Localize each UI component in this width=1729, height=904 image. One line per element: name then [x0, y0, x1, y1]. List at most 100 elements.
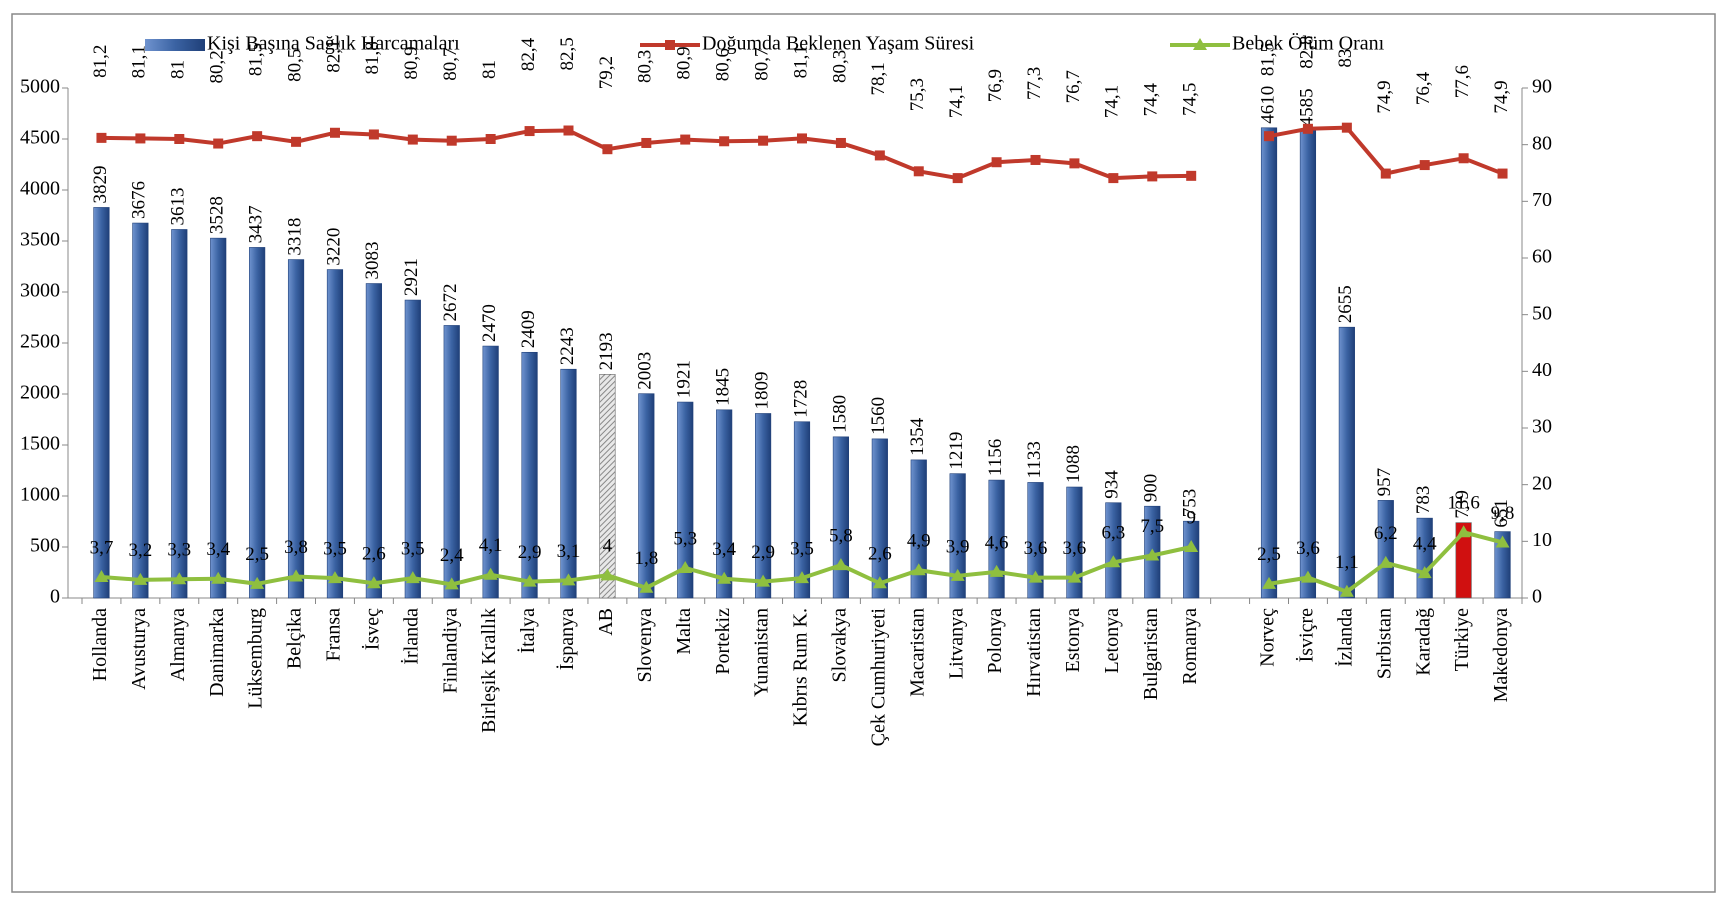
line-value-label: 6,2 — [1374, 523, 1398, 544]
bar-value-label: 739 — [1452, 490, 1473, 519]
line-value-label: 9 — [1186, 507, 1196, 528]
x-tick-label: AB — [595, 608, 617, 636]
line-value-label: 74,1 — [1102, 85, 1123, 118]
marker — [291, 136, 302, 147]
marker — [641, 137, 652, 148]
marker — [1264, 131, 1275, 142]
line-value-label: 80,3 — [829, 50, 850, 83]
bar — [1183, 520, 1200, 599]
y-tick-label: 4000 — [20, 178, 60, 200]
bar-value-label: 2921 — [401, 258, 422, 296]
marker — [795, 571, 809, 584]
x-tick-label: Türkiye — [1451, 608, 1473, 671]
line-value-label: 76,4 — [1413, 71, 1434, 105]
line-value-label: 1,8 — [634, 548, 658, 569]
bar — [1260, 127, 1278, 599]
marker — [1341, 122, 1352, 133]
line-value-label: 3,6 — [1024, 538, 1048, 559]
marker — [719, 136, 730, 147]
line-value-label: 6,3 — [1101, 523, 1125, 544]
line-value-label: 7,5 — [1140, 516, 1164, 537]
bar — [326, 269, 344, 599]
x-tick-label: Romanya — [1179, 608, 1201, 685]
marker — [172, 572, 187, 585]
bar-value-label: 3613 — [168, 187, 189, 225]
marker — [1067, 570, 1082, 583]
bar — [1027, 482, 1044, 599]
line-value-label: 2,6 — [868, 544, 892, 565]
y2-tick-label: 90 — [1532, 76, 1552, 98]
marker — [407, 134, 418, 145]
bar-value-label: 651 — [1491, 499, 1512, 528]
bar-value-label: 2409 — [518, 310, 539, 348]
marker — [1458, 153, 1469, 164]
line-value-label: 77,6 — [1452, 65, 1473, 98]
marker — [913, 166, 924, 177]
marker — [991, 157, 1002, 168]
marker — [678, 560, 693, 573]
bar — [599, 374, 616, 599]
marker — [211, 571, 226, 584]
x-tick-label: İtalya — [516, 608, 539, 654]
bar-value-label: 1133 — [1024, 441, 1045, 478]
line-value-label: 83 — [1335, 49, 1356, 68]
line-value-label: 80,7 — [440, 47, 461, 80]
line-value-label: 3,6 — [1296, 538, 1320, 559]
line-value-label: 74,9 — [1491, 80, 1512, 113]
y-tick-label: 5000 — [20, 76, 60, 98]
y-tick-label: 1000 — [20, 484, 60, 506]
marker — [1106, 555, 1121, 568]
y2-tick-label: 0 — [1532, 586, 1542, 608]
bar — [93, 207, 110, 599]
x-tick-label: Hollanda — [89, 608, 111, 681]
line-value-label: 2,9 — [751, 542, 775, 563]
line-value-label: 82,8 — [1296, 36, 1317, 69]
bar-value-label: 3220 — [323, 228, 344, 266]
line-value-label: 82,1 — [323, 40, 344, 73]
bar-value-label: 4610 — [1257, 86, 1278, 124]
x-tick-label: Yunanistan — [751, 608, 773, 697]
x-tick-label: İsveç — [360, 608, 383, 650]
marker — [680, 134, 691, 145]
marker — [96, 132, 107, 143]
marker — [1108, 173, 1119, 184]
marker — [1147, 171, 1158, 182]
bar — [832, 436, 850, 599]
marker — [289, 569, 304, 582]
bar-value-label: 3083 — [362, 242, 383, 280]
marker — [250, 576, 265, 589]
marker — [366, 576, 381, 589]
bar-value-label: 2672 — [440, 283, 461, 321]
x-tick-label: Birleşik Krallık — [478, 608, 500, 733]
y-tick-label: 4500 — [20, 127, 60, 149]
bar-value-label: 957 — [1374, 468, 1395, 497]
line-value-label: 3,6 — [1063, 538, 1087, 559]
bar — [287, 259, 305, 599]
marker — [1030, 154, 1041, 165]
line-value-label: 4,9 — [907, 531, 931, 552]
marker — [1380, 168, 1391, 179]
marker — [1184, 540, 1199, 552]
line-value-label: 76,7 — [1063, 70, 1084, 103]
marker — [1339, 584, 1354, 597]
bar — [521, 351, 538, 599]
marker — [405, 571, 420, 584]
line-value-label: 81,2 — [90, 45, 111, 78]
x-tick-label: Karadağ — [1412, 608, 1434, 676]
x-tick-label: Makedonya — [1490, 608, 1512, 703]
x-tick-label: Estonya — [1062, 608, 1084, 673]
line-value-label: 3,5 — [790, 539, 814, 560]
marker — [835, 137, 846, 148]
marker — [368, 129, 379, 140]
line-value-label: 81 — [479, 60, 500, 79]
line-value-label: 11,6 — [1447, 493, 1480, 514]
x-tick-label: Belçika — [284, 608, 306, 669]
bar — [249, 247, 266, 599]
marker — [989, 564, 1004, 577]
x-tick-label: Çek Cumhuriyeti — [867, 608, 889, 747]
bar — [1105, 502, 1122, 599]
line-value-label: 80,9 — [401, 46, 422, 79]
line-value-label: 76,9 — [985, 69, 1006, 102]
marker — [874, 150, 885, 161]
bar — [988, 479, 1005, 599]
